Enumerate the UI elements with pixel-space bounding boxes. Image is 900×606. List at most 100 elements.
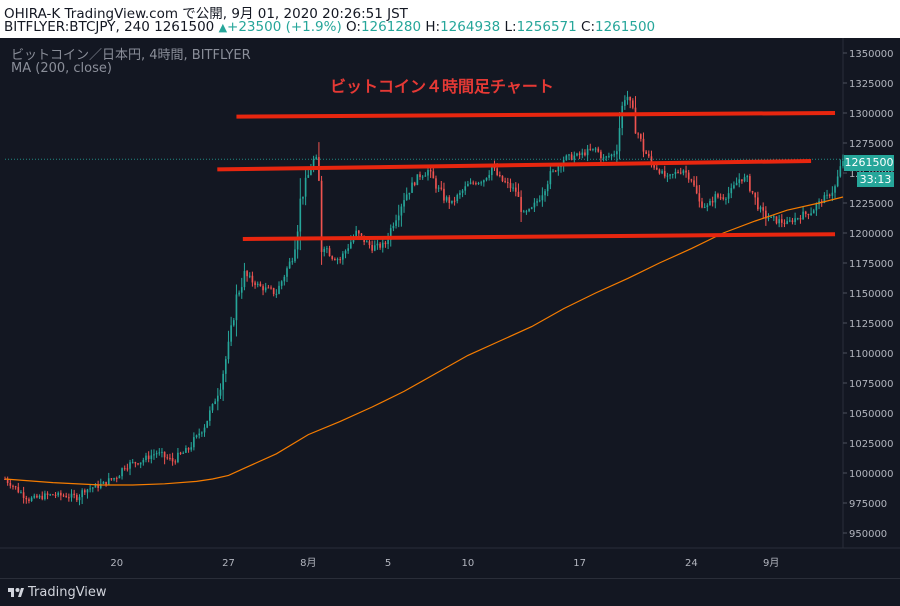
candle-body: [155, 453, 158, 455]
candle-body: [610, 154, 613, 157]
candle-body: [198, 433, 201, 436]
candle-body: [392, 225, 395, 229]
candle-body: [554, 170, 557, 172]
tradingview-icon: [8, 588, 24, 597]
candle-body: [629, 96, 631, 101]
candle-body: [185, 448, 187, 453]
candle-body: [836, 176, 839, 187]
candle-body: [360, 233, 363, 236]
candle-body: [448, 197, 451, 203]
candle-body: [773, 216, 775, 218]
candle-body: [780, 219, 783, 223]
indicator-legend[interactable]: MA (200, close): [11, 61, 112, 76]
candle-body: [222, 373, 224, 390]
candle-body: [328, 248, 331, 257]
candle-body: [738, 179, 741, 183]
candle-body: [645, 151, 647, 154]
price-chart[interactable]: 950000 975000 1000000 1025000 1050000 1075000…: [0, 38, 900, 578]
candle-body: [65, 495, 68, 498]
candle-body: [597, 148, 600, 152]
candle-body: [347, 248, 350, 251]
x-tick-label: 9月: [763, 557, 779, 569]
candle-body: [118, 476, 121, 479]
candle-body: [387, 239, 389, 245]
candle-body: [802, 211, 804, 220]
candle-body: [528, 208, 530, 212]
candle-body: [201, 432, 203, 434]
candle-body: [91, 487, 94, 489]
candle-body: [586, 148, 589, 156]
candle-body: [735, 182, 738, 186]
candlesticks: [4, 90, 844, 506]
candle-body: [193, 437, 195, 448]
candle-body: [187, 448, 190, 450]
y-tick-label: 1325000: [849, 79, 894, 90]
candle-body: [12, 485, 14, 487]
candle-body: [182, 452, 185, 454]
candle-body: [105, 481, 107, 485]
candle-body: [102, 481, 105, 484]
x-tick-label: 27: [222, 558, 235, 569]
candle-body: [639, 134, 642, 139]
candle-body: [828, 194, 831, 196]
candle-body: [54, 494, 57, 496]
candle-body: [677, 171, 679, 173]
candle-body: [381, 242, 384, 248]
candle-body: [834, 186, 836, 193]
logo-text: TradingView: [28, 585, 107, 600]
candle-body: [395, 220, 397, 226]
low-label: L:: [504, 19, 517, 35]
trendline: [236, 111, 836, 119]
trendline: [242, 232, 836, 241]
candle-body: [344, 250, 347, 254]
candle-body: [770, 216, 772, 218]
candle-body: [573, 155, 576, 160]
candle-body: [663, 171, 666, 177]
candle-body: [278, 285, 280, 294]
candle-body: [589, 148, 592, 150]
candle-body: [217, 395, 219, 402]
candle-body: [693, 180, 695, 186]
ohlc-summary: BITFLYER:BTCJPY, 240 1261500 ▲+23500 (+1…: [4, 19, 655, 35]
candle-body: [775, 216, 778, 224]
candle-body: [142, 460, 145, 463]
candle-body: [60, 492, 62, 496]
candle-body: [546, 184, 549, 192]
tradingview-logo[interactable]: TradingView: [8, 585, 107, 600]
candle-body: [666, 175, 669, 177]
x-tick-label: 5: [385, 558, 391, 569]
candle-body: [267, 287, 270, 289]
bar-countdown-tag: 33:13: [857, 172, 894, 187]
chart-pane[interactable]: [0, 38, 900, 578]
candle-body: [121, 468, 123, 477]
candle-body: [746, 176, 749, 178]
candle-body: [602, 157, 605, 159]
candle-body: [115, 478, 118, 480]
candle-body: [38, 495, 41, 498]
candle-body: [778, 219, 780, 224]
candle-body: [334, 259, 336, 261]
candle-body: [339, 259, 342, 261]
candle-body: [30, 497, 33, 501]
candle-body: [533, 202, 536, 208]
candle-body: [326, 248, 328, 250]
candle-body: [248, 275, 251, 277]
candle-body: [275, 293, 278, 295]
series-legend: ビットコイン／日本円, 4時間, BITFLYER: [11, 48, 251, 63]
candle-body: [62, 495, 65, 497]
candle-body: [14, 486, 17, 488]
candle-body: [262, 286, 264, 291]
candle-body: [299, 198, 302, 232]
candle-body: [517, 191, 520, 197]
candle-body: [698, 193, 701, 202]
candle-body: [379, 243, 381, 248]
candle-body: [536, 201, 538, 203]
candle-body: [49, 494, 52, 496]
candle-body: [94, 484, 97, 488]
close-value: 1261500: [595, 19, 656, 35]
candle-body: [501, 175, 504, 182]
candle-body: [842, 160, 844, 167]
candle-body: [107, 478, 110, 485]
candle-body: [592, 148, 594, 150]
candle-body: [288, 261, 291, 269]
